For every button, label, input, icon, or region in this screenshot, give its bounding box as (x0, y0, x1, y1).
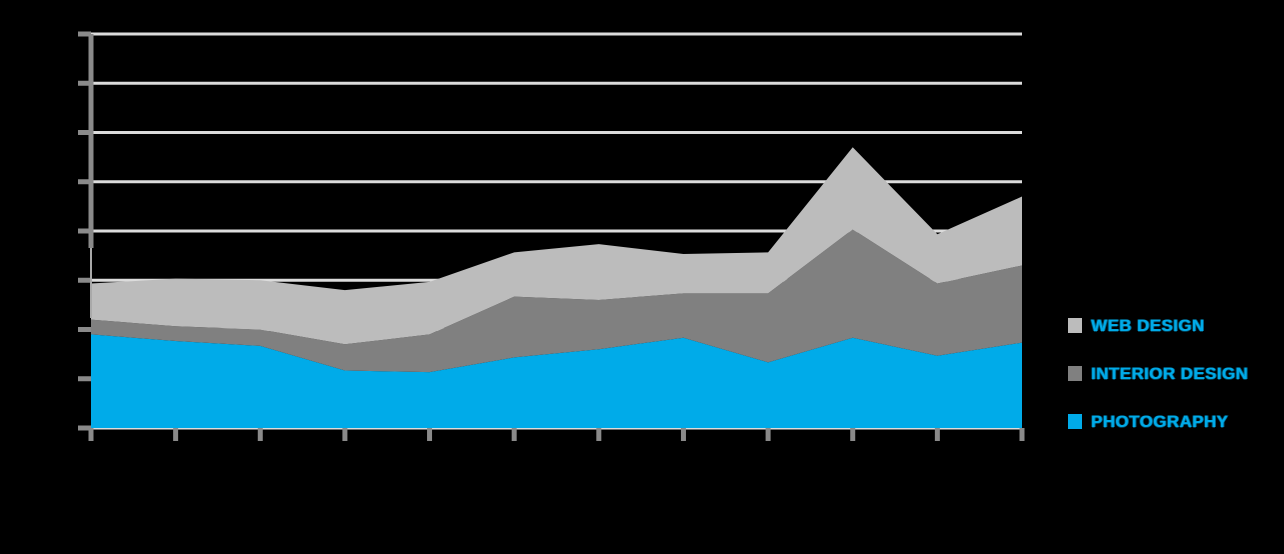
legend-swatch-web-design (1068, 317, 1082, 333)
area-series-photography (91, 334, 1022, 428)
legend-item-interior-design[interactable]: INTERIOR DESIGN (1068, 362, 1248, 384)
chart-legend: WEB DESIGN INTERIOR DESIGN PHOTOGRAPHY (1068, 308, 1278, 436)
legend-label-photography: PHOTOGRAPHY (1091, 411, 1229, 431)
x-axis-ticks (88, 428, 1025, 441)
legend-item-web-design[interactable]: WEB DESIGN (1068, 314, 1205, 336)
legend-swatch-interior-design (1068, 365, 1082, 381)
legend-swatch-photography (1068, 413, 1082, 429)
legend-item-photography[interactable]: PHOTOGRAPHY (1068, 410, 1228, 432)
area-series-group (91, 147, 1022, 428)
area-series-interior-design (91, 229, 1022, 373)
legend-label-web-design: WEB DESIGN (1091, 315, 1205, 335)
legend-label-interior-design: INTERIOR DESIGN (1091, 363, 1249, 383)
area-series-web-design (91, 147, 1022, 345)
